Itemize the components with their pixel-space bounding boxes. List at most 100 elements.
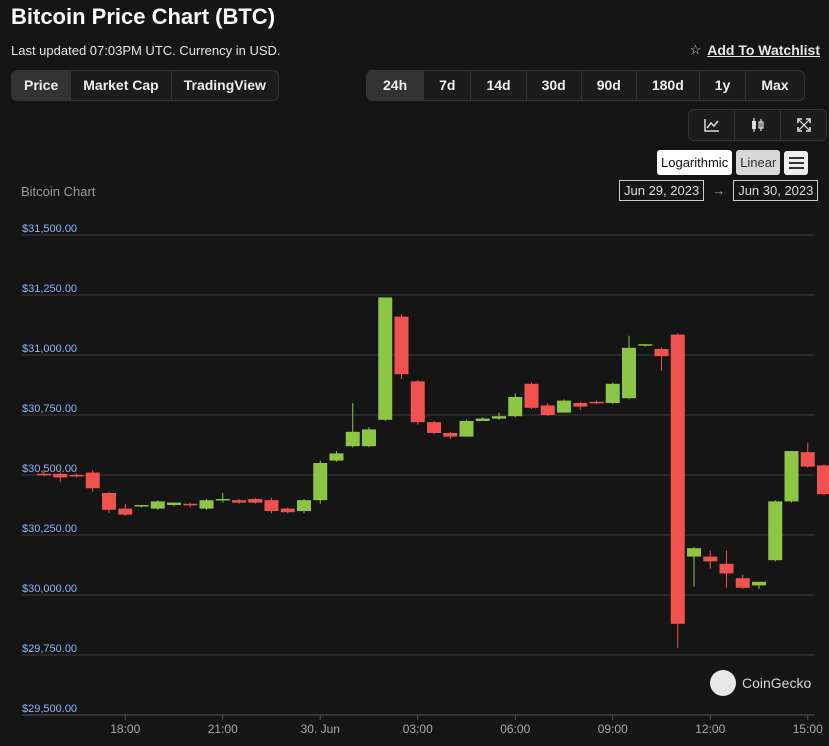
y-tick-label: $31,500.00 xyxy=(22,223,77,235)
candle-body xyxy=(735,578,750,588)
candle-body xyxy=(459,421,474,437)
candle-body xyxy=(53,473,68,478)
candle-body xyxy=(703,556,718,562)
candle-body xyxy=(817,465,829,495)
candle-body xyxy=(800,452,815,467)
candle-body xyxy=(329,453,344,461)
candle-body xyxy=(427,422,441,433)
tab-market-cap[interactable]: Market Cap xyxy=(71,71,172,100)
y-tick-label: $30,750.00 xyxy=(22,403,77,415)
candle-body xyxy=(183,503,198,506)
candle-body xyxy=(752,581,766,586)
candle-body xyxy=(102,493,116,510)
candle-body xyxy=(378,297,393,420)
y-tick-label: $29,750.00 xyxy=(22,643,77,655)
range-30d[interactable]: 30d xyxy=(527,71,582,100)
candle-body xyxy=(492,416,506,419)
y-tick-label: $30,000.00 xyxy=(22,583,77,595)
arrow-right-icon: → xyxy=(712,183,726,198)
view-tabs: Price Market Cap TradingView xyxy=(11,70,279,101)
candlestick-icon[interactable] xyxy=(735,110,781,140)
page-title: Bitcoin Price Chart (BTC) xyxy=(11,4,276,29)
chart-tools xyxy=(688,109,827,141)
range-tabs: 24h 7d 14d 30d 90d 180d 1y Max xyxy=(366,70,805,101)
x-tick-label: 21:00 xyxy=(208,722,238,736)
candle-body xyxy=(167,502,181,505)
y-tick-label: $31,250.00 xyxy=(22,283,77,295)
candle-body xyxy=(199,500,214,509)
range-14d[interactable]: 14d xyxy=(471,71,527,100)
candle-body xyxy=(622,347,636,399)
x-tick-label: 15:00 xyxy=(793,722,823,736)
date-from[interactable]: Jun 29, 2023 xyxy=(619,180,705,201)
candle-body xyxy=(557,400,571,413)
tab-tradingview[interactable]: TradingView xyxy=(183,77,266,93)
y-tick-label: $30,250.00 xyxy=(22,523,77,535)
x-tick-label: 06:00 xyxy=(500,722,530,736)
hamburger-menu-icon[interactable] xyxy=(784,150,809,175)
logarithmic-button[interactable]: Logarithmic xyxy=(657,150,733,175)
x-tick-label: 30. Jun xyxy=(301,722,340,736)
candle-body xyxy=(524,383,539,408)
candle-body xyxy=(232,500,246,503)
candle-body xyxy=(345,431,360,447)
candle-body xyxy=(37,473,51,476)
x-tick-label: 12:00 xyxy=(695,722,725,736)
date-range: Jun 29, 2023 → Jun 30, 2023 xyxy=(619,180,819,201)
candle-body xyxy=(264,500,279,511)
candle-body xyxy=(362,429,376,447)
candle-body xyxy=(280,508,295,513)
candle-body xyxy=(118,508,133,515)
x-tick-label: 18:00 xyxy=(110,722,140,736)
candle-body xyxy=(605,383,620,403)
scale-toggle: Logarithmic Linear xyxy=(657,150,809,175)
fullscreen-icon[interactable] xyxy=(781,110,826,140)
candle-body xyxy=(394,316,409,375)
y-tick-label: $29,500.00 xyxy=(22,703,77,715)
coingecko-logo-icon xyxy=(710,670,736,696)
candle-body xyxy=(540,405,555,415)
star-outline-icon: ☆ xyxy=(689,42,702,57)
candle-body xyxy=(508,397,523,417)
x-tick-label: 09:00 xyxy=(598,722,628,736)
candle-body xyxy=(654,349,669,357)
range-max[interactable]: Max xyxy=(761,77,789,93)
last-updated-text: Last updated 07:03PM UTC. Currency in US… xyxy=(11,43,281,58)
date-to[interactable]: Jun 30, 2023 xyxy=(733,180,819,201)
range-1y[interactable]: 1y xyxy=(700,71,747,100)
candle-body xyxy=(638,344,653,346)
candle-body xyxy=(313,463,328,501)
candle-body xyxy=(69,475,84,477)
candle-body xyxy=(410,381,425,423)
x-tick-label: 03:00 xyxy=(403,722,433,736)
candle-body xyxy=(475,418,490,421)
line-chart-icon[interactable] xyxy=(689,110,735,140)
brand-label: CoinGecko xyxy=(742,675,812,691)
chart-name: Bitcoin Chart xyxy=(21,184,96,199)
candle-body xyxy=(719,563,734,574)
tab-price[interactable]: Price xyxy=(12,71,72,100)
candle-body xyxy=(687,548,701,557)
y-tick-label: $30,500.00 xyxy=(22,463,77,475)
range-7d[interactable]: 7d xyxy=(424,71,472,100)
range-180d[interactable]: 180d xyxy=(637,71,700,100)
candle-body xyxy=(784,451,799,502)
candle-body xyxy=(768,501,783,561)
watchlist-label: Add To Watchlist xyxy=(707,42,820,58)
linear-button[interactable]: Linear xyxy=(736,150,781,175)
candle-body xyxy=(215,499,230,501)
candle-body xyxy=(150,501,165,509)
candle-body xyxy=(248,499,263,503)
candle-body xyxy=(443,433,458,437)
add-to-watchlist-link[interactable]: ☆ Add To Watchlist xyxy=(690,42,820,58)
candle-body xyxy=(589,401,604,404)
range-90d[interactable]: 90d xyxy=(582,71,637,100)
candle-body xyxy=(297,500,311,511)
candle-body xyxy=(670,334,685,624)
candle-body xyxy=(85,472,100,489)
candle-body xyxy=(134,505,149,507)
y-tick-label: $31,000.00 xyxy=(22,343,77,355)
range-24h[interactable]: 24h xyxy=(367,71,425,100)
coingecko-watermark: CoinGecko xyxy=(710,670,811,696)
